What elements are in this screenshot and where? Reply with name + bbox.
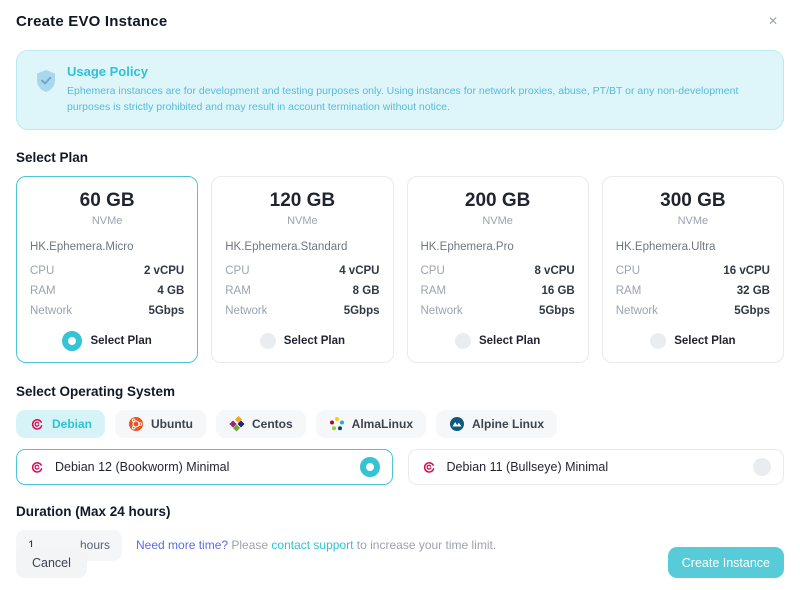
spec-value: 4 GB [157, 284, 185, 297]
spec-label: Network [420, 304, 463, 317]
plan-disk-type: NVMe [91, 214, 123, 227]
plan-size: 200 GB [464, 189, 531, 211]
os-tab-label: Centos [252, 416, 293, 431]
dialog-footer: Cancel Create Instance [16, 547, 784, 578]
spec-value: 2 vCPU [143, 264, 185, 277]
usage-policy-body: Ephemera instances are for development a… [67, 85, 739, 114]
select-plan-label: Select Plan [283, 334, 346, 347]
spec-label: RAM [225, 284, 251, 297]
spec-label: CPU [225, 264, 250, 277]
need-more-time-text: Need more time? [136, 538, 229, 553]
dialog-title: Create EVO Instance [16, 12, 168, 30]
plan-size: 120 GB [269, 189, 336, 211]
duration-input[interactable]: 1 hours [16, 529, 122, 561]
dialog-header: Create EVO Instance ✕ [16, 8, 784, 34]
cancel-button[interactable]: Cancel [16, 547, 87, 578]
spec-label: CPU [30, 264, 55, 277]
duration-row: 1 hours Need more time? Please contact s… [16, 529, 784, 561]
plan-disk-type: NVMe [482, 214, 513, 227]
plan-card-200gb[interactable]: 200 GB NVMe HK.Ephemera.Pro CPU 8 vCPU RA… [406, 175, 589, 363]
create-instance-button[interactable]: Create Instance [667, 547, 784, 578]
plan-radio-selected[interactable] [62, 330, 83, 351]
spec-value: 8 GB [352, 284, 380, 297]
select-plan-heading: Select Plan [16, 149, 89, 165]
help-mid-text: Please [228, 538, 272, 553]
os-tab-label: AlmaLinux [351, 416, 414, 431]
os-option-debian-11[interactable]: Debian 11 (Bullseye) Minimal [407, 448, 784, 485]
alpine-icon [449, 416, 465, 432]
plan-card-120gb[interactable]: 120 GB NVMe HK.Ephemera.Standard CPU 4 vC… [211, 175, 394, 363]
spec-label: Network [30, 304, 73, 317]
centos-icon [229, 415, 245, 432]
select-plan-label: Select Plan [674, 334, 736, 347]
debian-icon [421, 459, 437, 475]
spec-label: Network [225, 304, 268, 317]
spec-value: 8 vCPU [534, 264, 575, 277]
os-option-debian-12[interactable]: Debian 12 (Bookworm) Minimal [16, 448, 393, 485]
spec-label: Network [615, 304, 658, 317]
os-option-list: Debian 12 (Bookworm) Minimal Debian 11 (… [16, 448, 784, 485]
almalinux-icon [329, 416, 345, 432]
spec-value: 5Gbps [343, 304, 380, 317]
plan-size: 60 GB [79, 189, 135, 211]
spec-value: 5Gbps [734, 304, 770, 317]
plan-name: HK.Ephemera.Pro [420, 240, 514, 253]
os-tab-label: Debian [52, 416, 93, 431]
shield-check-icon [35, 69, 57, 93]
debian-icon [29, 416, 45, 432]
os-radio-unselected[interactable] [753, 457, 771, 476]
duration-value: 1 [28, 538, 35, 553]
plan-name: HK.Ephemera.Standard [225, 240, 348, 253]
duration-unit: hours [79, 538, 110, 553]
spec-label: RAM [30, 284, 56, 297]
os-tab-alpine[interactable]: Alpine Linux [436, 409, 558, 438]
plan-card-60gb[interactable]: 60 GB NVMe HK.Ephemera.Micro CPU 2 vCPU R… [16, 175, 199, 363]
duration-help-text: Need more time? Please contact support t… [136, 538, 496, 552]
os-radio-selected[interactable] [359, 456, 380, 477]
debian-icon [29, 459, 45, 475]
os-tab-label: Ubuntu [151, 416, 193, 431]
plan-radio-unselected[interactable] [259, 332, 276, 349]
select-os-heading: Select Operating System [16, 383, 176, 399]
os-tab-debian[interactable]: Debian [16, 409, 106, 438]
os-tab-ubuntu[interactable]: Ubuntu [115, 409, 206, 438]
spec-value: 16 GB [541, 284, 575, 297]
spec-label: CPU [615, 264, 641, 277]
spec-value: 32 GB [736, 284, 770, 297]
os-tab-centos[interactable]: Centos [216, 409, 306, 438]
spec-value: 4 vCPU [339, 264, 380, 277]
ubuntu-icon [128, 416, 144, 432]
plan-name: HK.Ephemera.Ultra [615, 240, 716, 253]
spec-label: RAM [420, 284, 447, 297]
plan-radio-unselected[interactable] [454, 332, 471, 349]
plan-disk-type: NVMe [677, 214, 709, 227]
plan-radio-unselected[interactable] [650, 332, 667, 349]
usage-policy-title: Usage Policy [67, 64, 148, 79]
spec-value: 16 vCPU [723, 264, 770, 277]
plan-name: HK.Ephemera.Micro [30, 240, 134, 253]
os-tab-almalinux[interactable]: AlmaLinux [315, 409, 427, 438]
spec-value: 5Gbps [538, 304, 575, 317]
plan-disk-type: NVMe [287, 214, 318, 227]
select-plan-label: Select Plan [478, 334, 541, 347]
plan-card-300gb[interactable]: 300 GB NVMe HK.Ephemera.Ultra CPU 16 vCPU… [601, 175, 784, 363]
usage-policy-banner: Usage Policy Ephemera instances are for … [16, 50, 784, 130]
close-icon[interactable]: ✕ [767, 14, 778, 28]
os-option-label: Debian 12 (Bookworm) Minimal [55, 459, 230, 474]
spec-value: 5Gbps [148, 304, 185, 317]
help-suffix-text: to increase your time limit. [353, 538, 497, 553]
plan-size: 300 GB [660, 189, 726, 211]
duration-heading: Duration (Max 24 hours) [16, 503, 171, 519]
contact-support-link[interactable]: contact support [271, 538, 354, 553]
os-tab-label: Alpine Linux [472, 416, 545, 431]
spec-label: RAM [615, 284, 642, 297]
plan-card-list: 60 GB NVMe HK.Ephemera.Micro CPU 2 vCPU R… [16, 175, 784, 363]
os-option-label: Debian 11 (Bullseye) Minimal [446, 459, 609, 474]
os-tab-bar: Debian Ubuntu Centos AlmaLinux Alpine Li… [16, 409, 784, 438]
spec-label: CPU [420, 264, 445, 277]
select-plan-label: Select Plan [90, 334, 152, 347]
